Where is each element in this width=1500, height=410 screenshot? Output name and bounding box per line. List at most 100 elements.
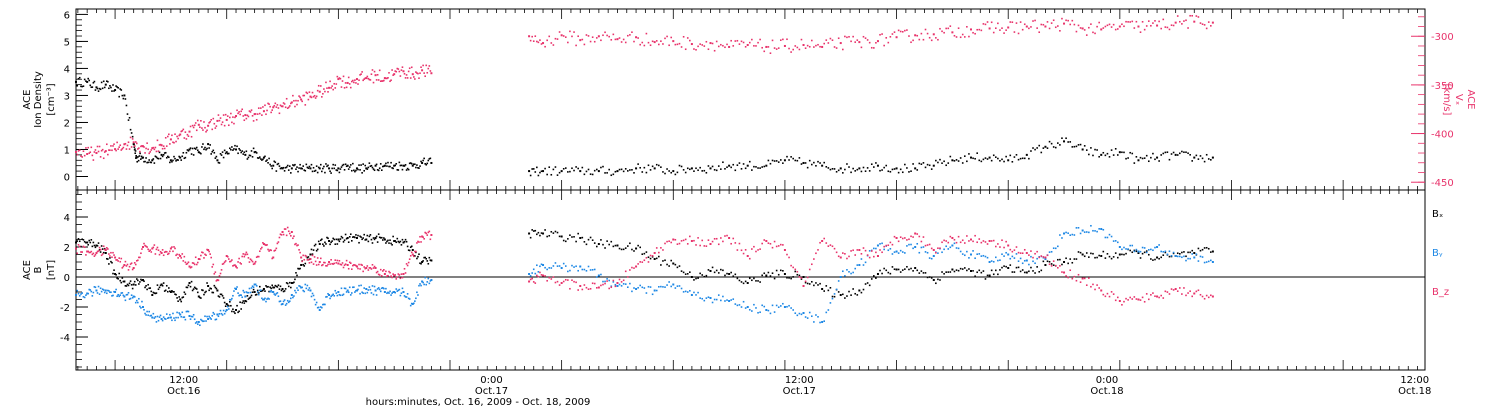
bx-series-sample — [419, 262, 421, 265]
bz-series-sample — [288, 232, 291, 235]
bz-series-sample — [130, 262, 133, 265]
vx-series-sample — [854, 41, 857, 43]
ion-density-series-sample — [651, 165, 654, 168]
bx-series-sample — [742, 282, 745, 285]
bz-series-sample — [319, 257, 322, 260]
by-series-sample — [182, 316, 185, 319]
by-series-sample — [81, 292, 84, 294]
bz-series-sample — [1139, 299, 1142, 301]
by-series-point — [123, 295, 126, 298]
ion-density-series-sample — [323, 165, 325, 168]
by-series-sample — [682, 291, 685, 293]
by-series-sample — [1147, 249, 1150, 251]
bx-series-sample — [424, 256, 426, 259]
vx-series-sample — [420, 66, 422, 69]
vx-series-sample — [1158, 20, 1160, 23]
bz-series-point — [225, 255, 228, 257]
vx-series-sample — [732, 45, 735, 47]
bz-series-sample — [1197, 289, 1200, 292]
ion-density-series-point — [690, 167, 693, 170]
bz-series-sample — [189, 266, 192, 269]
bz-series-sample — [377, 273, 380, 276]
by-series-sample — [232, 294, 234, 297]
bx-series-point — [318, 243, 321, 245]
bx-series-sample — [418, 253, 420, 256]
bx-series-sample — [558, 235, 561, 238]
vx-series-sample — [297, 99, 299, 102]
ion-density-series-sample — [341, 164, 344, 167]
vx-series-point — [179, 133, 182, 136]
bx-series-sample — [211, 291, 214, 294]
by-series-sample — [271, 291, 273, 293]
ion-density-series-sample — [1114, 148, 1117, 150]
bx-series-sample — [1059, 258, 1061, 261]
bx-series-sample — [134, 284, 137, 286]
bz-series-sample — [414, 250, 416, 253]
by-series-sample — [1021, 262, 1024, 265]
ion-density-series-sample — [817, 160, 819, 163]
vx-series-sample — [1123, 25, 1125, 28]
bx-series-sample — [842, 293, 844, 296]
vx-series-sample — [1005, 29, 1007, 31]
vx-series-sample — [554, 37, 557, 40]
vx-series-sample — [339, 77, 342, 80]
ion-density-series-sample — [310, 163, 313, 166]
vx-series-sample — [409, 77, 412, 79]
ion-density-series-sample — [190, 153, 193, 155]
bx-series-sample — [429, 259, 432, 261]
bz-series-sample — [303, 258, 306, 261]
bx-series-sample — [827, 289, 830, 292]
ion-density-series-sample — [1090, 147, 1092, 149]
bz-series-sample — [223, 261, 226, 263]
bz-series-sample — [1166, 291, 1169, 293]
bx-series-sample — [126, 283, 129, 286]
vx-series-sample — [301, 100, 303, 103]
vx-series-sample — [705, 40, 708, 43]
ion-density-series-sample — [201, 146, 203, 148]
bx-series-sample — [831, 295, 834, 298]
by-series-sample — [879, 243, 881, 245]
by-series-sample — [122, 294, 125, 297]
vx-series-sample — [416, 72, 418, 74]
bz-series-sample — [210, 256, 213, 259]
by-series-sample — [91, 295, 94, 297]
by-series-sample — [771, 304, 774, 307]
vx-series-sample — [108, 149, 110, 151]
bz-series-sample — [196, 261, 199, 264]
by-series-sample — [1187, 257, 1189, 260]
ion-density-series-sample — [171, 161, 173, 163]
ion-density-series-sample — [169, 161, 171, 164]
vx-series-sample — [612, 33, 615, 36]
by-series-point — [635, 288, 638, 290]
ion-density-series-sample — [856, 168, 859, 171]
bx-series-sample — [165, 284, 168, 287]
vx-series-sample — [162, 145, 165, 147]
bz-series-point — [355, 265, 358, 268]
x-tick-label-time: 0:00 — [1096, 375, 1118, 386]
by-series-point — [858, 264, 861, 266]
vx-series-sample — [889, 36, 892, 38]
bz-series-point — [253, 262, 256, 265]
ion-density-series-sample — [823, 161, 826, 164]
bx-series-sample — [852, 288, 854, 290]
ion-density-series-sample — [269, 163, 271, 166]
ion-density-series-sample — [406, 167, 409, 170]
by-series-sample — [573, 266, 575, 268]
bx-series-sample — [391, 243, 393, 246]
ion-density-series-sample — [831, 167, 834, 170]
bx-series-point — [1007, 267, 1010, 269]
bz-series-point — [839, 256, 842, 259]
by-series-sample — [403, 295, 406, 297]
bz-series-sample — [852, 249, 854, 252]
vx-series-sample — [1133, 27, 1136, 29]
bx-series-sample — [116, 277, 118, 280]
ion-density-series-sample — [939, 158, 941, 161]
bz-series-point — [1100, 289, 1103, 292]
ion-density-series-sample — [1164, 151, 1167, 154]
vx-series-point — [672, 40, 675, 43]
by-series-sample — [1088, 231, 1090, 234]
ion-density-series-sample — [1199, 155, 1202, 157]
by-series-sample — [889, 247, 892, 250]
bx-series-point — [765, 274, 768, 277]
vx-series-sample — [161, 147, 164, 150]
